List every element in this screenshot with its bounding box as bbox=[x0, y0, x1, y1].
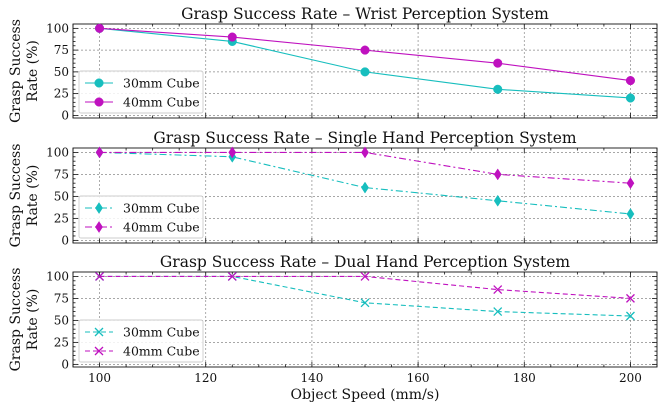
legend-marker bbox=[94, 346, 104, 356]
data-point bbox=[228, 146, 237, 159]
data-point bbox=[360, 271, 370, 281]
y-tick-label: 100 bbox=[46, 269, 69, 283]
y-tick-label: 75 bbox=[54, 43, 69, 57]
data-point bbox=[493, 307, 503, 317]
data-point bbox=[360, 67, 370, 77]
series-line bbox=[99, 275, 631, 299]
legend-label: 40mm Cube bbox=[123, 95, 200, 110]
x-tick-label: 180 bbox=[513, 371, 536, 385]
chart-panel-2: Grasp Success Rate – Single Hand Percept… bbox=[8, 129, 658, 248]
y-axis-label: Rate (%) bbox=[25, 40, 41, 102]
legend-marker bbox=[94, 78, 104, 88]
y-tick-label: 0 bbox=[61, 357, 69, 371]
series-1 bbox=[95, 271, 635, 321]
data-point bbox=[360, 45, 370, 55]
y-tick-label: 0 bbox=[61, 233, 69, 247]
data-point bbox=[493, 84, 503, 94]
legend: 30mm Cube 40mm Cube bbox=[78, 319, 204, 363]
legend: 30mm Cube 40mm Cube bbox=[78, 195, 204, 239]
chart-panel-3: Grasp Success Rate – Dual Hand Perceptio… bbox=[8, 253, 658, 403]
y-tick-label: 25 bbox=[54, 335, 69, 349]
y-tick-label: 0 bbox=[61, 108, 69, 122]
y-axis-label: Rate (%) bbox=[25, 165, 41, 227]
series-2 bbox=[95, 146, 635, 190]
legend-marker bbox=[95, 202, 103, 214]
data-point bbox=[625, 311, 635, 321]
y-axis-label: Grasp Success bbox=[8, 268, 24, 372]
data-point bbox=[227, 271, 237, 281]
data-point bbox=[94, 23, 105, 33]
data-point bbox=[493, 194, 502, 207]
data-point bbox=[361, 181, 369, 194]
series-line bbox=[99, 151, 631, 215]
y-tick-label: 50 bbox=[54, 189, 69, 203]
data-point bbox=[227, 32, 237, 42]
y-tick-label: 25 bbox=[54, 87, 69, 101]
data-point bbox=[626, 208, 635, 220]
x-tick-label: 100 bbox=[88, 371, 111, 385]
legend-marker bbox=[95, 221, 103, 233]
x-tick-label: 160 bbox=[407, 371, 430, 385]
data-point bbox=[95, 271, 105, 281]
legend-label: 40mm Cube bbox=[123, 220, 200, 235]
data-point bbox=[493, 58, 503, 68]
data-point bbox=[626, 177, 635, 190]
x-tick-label: 120 bbox=[194, 371, 217, 385]
y-tick-label: 50 bbox=[54, 313, 69, 327]
chart-title: Grasp Success Rate – Single Hand Percept… bbox=[153, 129, 576, 147]
series-line bbox=[99, 275, 631, 317]
y-axis-label: Rate (%) bbox=[25, 289, 41, 351]
y-axis-label: Grasp Success bbox=[8, 144, 24, 248]
legend-marker bbox=[94, 327, 104, 337]
y-tick-label: 100 bbox=[46, 21, 69, 35]
data-point bbox=[493, 285, 503, 295]
y-tick-label: 100 bbox=[46, 145, 69, 159]
x-tick-label: 140 bbox=[300, 371, 323, 385]
y-tick-label: 75 bbox=[54, 291, 69, 305]
chart-panel-1: Grasp Success Rate – Wrist Perception Sy… bbox=[8, 5, 658, 123]
y-tick-label: 75 bbox=[54, 167, 69, 181]
legend-label: 30mm Cube bbox=[123, 325, 200, 340]
data-point bbox=[625, 293, 635, 303]
data-point bbox=[625, 76, 636, 86]
x-tick-label: 200 bbox=[619, 371, 642, 385]
legend-label: 30mm Cube bbox=[123, 201, 200, 216]
legend-marker bbox=[94, 97, 104, 107]
legend-label: 40mm Cube bbox=[123, 344, 200, 359]
chart-title: Grasp Success Rate – Wrist Perception Sy… bbox=[181, 5, 549, 23]
data-point bbox=[493, 168, 502, 181]
legend: 30mm Cube 40mm Cube bbox=[78, 70, 204, 114]
series-2 bbox=[94, 23, 636, 86]
data-point bbox=[361, 146, 369, 159]
y-axis-label: Grasp Success bbox=[8, 19, 24, 123]
chart-title: Grasp Success Rate – Dual Hand Perceptio… bbox=[160, 253, 570, 271]
legend-label: 30mm Cube bbox=[123, 76, 200, 91]
data-point bbox=[625, 93, 636, 103]
series-2 bbox=[95, 271, 635, 303]
data-point bbox=[360, 298, 370, 308]
y-tick-label: 50 bbox=[54, 65, 69, 79]
data-point bbox=[95, 146, 104, 159]
x-axis-label: Object Speed (mm/s) bbox=[291, 387, 440, 403]
y-tick-label: 25 bbox=[54, 211, 69, 225]
